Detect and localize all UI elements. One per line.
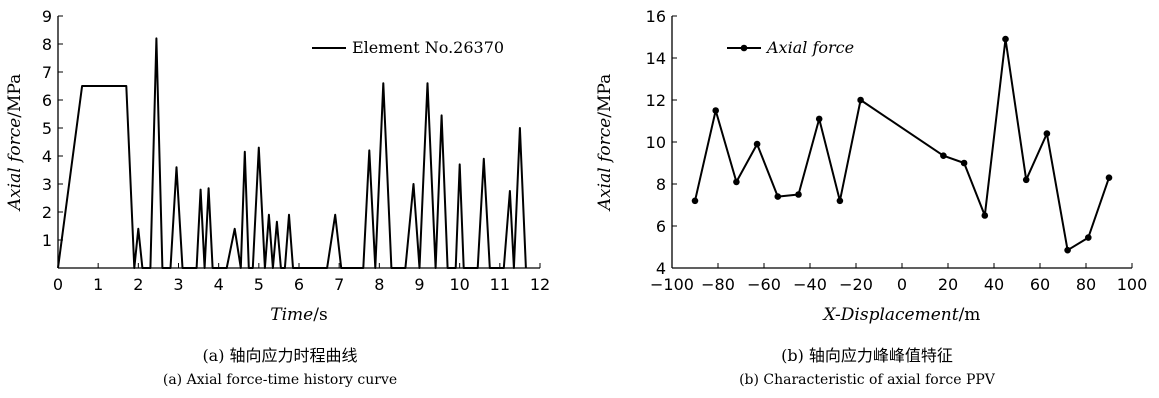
y-tick-label: 10 — [646, 133, 666, 152]
x-tick-label: 4 — [214, 275, 224, 294]
legend-label: Axial force — [765, 38, 854, 57]
y-tick-label: 1 — [42, 231, 52, 250]
series-line-1 — [57, 37, 527, 269]
x-tick-label: 10 — [449, 275, 469, 294]
y-axis-title: Axial force/MPa — [5, 74, 25, 212]
x-tick-label: 2 — [133, 275, 143, 294]
y-tick-label: 8 — [656, 175, 666, 194]
y-tick-label: 9 — [42, 7, 52, 26]
x-tick-label: 3 — [173, 275, 183, 294]
x-tick-label: 100 — [1117, 275, 1148, 294]
data-point — [795, 191, 802, 198]
chart-panel-a: 0 1 2 3 4 5 6 7 8 9 10 11 12 1 2 3 4 5 6 7 8 9 Element No.263… — [0, 0, 560, 398]
data-point — [1002, 35, 1009, 43]
x-tick-label: 12 — [530, 275, 550, 294]
y-tick-label: 2 — [42, 203, 52, 222]
caption-a-en: (a) Axial force-time history curve — [162, 372, 398, 388]
data-point — [1105, 174, 1113, 181]
x-tick-label: 11 — [490, 275, 510, 294]
x-tick-label: −20 — [839, 275, 873, 294]
y-tick-label: 14 — [646, 49, 666, 68]
x-tick-label: 80 — [1076, 275, 1096, 294]
y-tick-label: 5 — [42, 119, 52, 138]
caption-a-cn: (a) 轴向应力时程曲线 — [202, 346, 358, 365]
data-point — [857, 96, 864, 104]
caption-b-en: (b) Characteristic of axial force PPV — [739, 372, 995, 388]
legend-label: Element No.26370 — [352, 38, 504, 57]
x-tick-label: −60 — [747, 275, 781, 294]
x-tick-label: 20 — [938, 275, 958, 294]
caption-b-cn: (b) 轴向应力峰峰值特征 — [781, 346, 953, 365]
data-point — [691, 197, 699, 205]
series-line-1 — [694, 38, 1110, 252]
x-tick-label: 0 — [897, 275, 907, 294]
y-tick-label: 16 — [646, 7, 666, 26]
data-point — [712, 107, 719, 114]
chart-b-svg: −100 −80 −60 −40 −20 0 20 40 60 80 10046810121416 … — [595, 7, 1148, 325]
y-tick-label: 6 — [656, 217, 666, 236]
data-point — [960, 159, 968, 167]
chart-panel-b: −100 −80 −60 −40 −20 0 20 40 60 80 100 4 6 8 10 12 14 16 … — [575, 0, 1159, 398]
y-tick-label: 12 — [646, 91, 666, 110]
y-tick-label: 8 — [42, 35, 52, 54]
x-tick-label: 7 — [334, 275, 344, 294]
data-point — [1022, 176, 1030, 184]
x-tick-label: 0 — [53, 275, 63, 294]
y-tick-label: 3 — [42, 175, 52, 194]
legend-marker — [740, 44, 748, 52]
y-tick-label: 7 — [42, 63, 52, 82]
y-axis-title: Axial force/MPa — [595, 74, 615, 212]
data-point — [940, 152, 947, 159]
x-tick-label: 6 — [294, 275, 304, 294]
data-point — [815, 115, 823, 123]
data-point — [1064, 246, 1071, 254]
x-axis-title: X-Displacement/m — [822, 305, 981, 325]
data-point — [774, 193, 782, 200]
y-tick-label: 4 — [656, 259, 666, 278]
x-tick-label: 8 — [374, 275, 384, 294]
x-tick-label: −40 — [793, 275, 827, 294]
x-axis-title: Time/s — [270, 305, 327, 325]
y-tick-label: 4 — [42, 147, 52, 166]
x-tick-label: 60 — [1030, 275, 1050, 294]
data-point — [753, 140, 761, 148]
x-tick-label: 9 — [414, 275, 424, 294]
x-tick-label: −80 — [701, 275, 735, 294]
data-point — [981, 212, 989, 219]
x-tick-label: 40 — [984, 275, 1004, 294]
x-tick-label: 5 — [254, 275, 264, 294]
data-point — [733, 178, 740, 186]
x-tick-label: −100 — [650, 275, 694, 294]
data-point — [836, 197, 844, 205]
data-point — [1043, 130, 1051, 137]
y-tick-label: 6 — [42, 91, 52, 110]
data-point — [1085, 234, 1092, 241]
x-tick-label: 1 — [93, 275, 103, 294]
